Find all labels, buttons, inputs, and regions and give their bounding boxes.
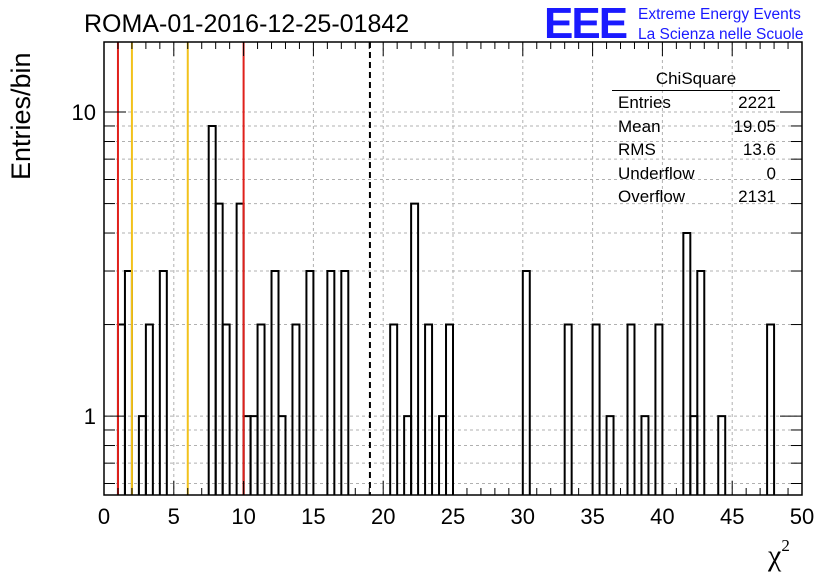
logo-caption: Extreme Energy Events La Scienza nelle S… [638,5,803,45]
logo-line-1: Extreme Energy Events [638,6,801,23]
y-axis-label: Entries/bin [6,52,36,180]
histogram-bin [123,270,133,495]
stats-label: RMS [618,140,656,159]
histogram-bin [605,415,615,495]
x-tick-label: 40 [650,504,674,529]
histogram-bin [591,323,601,495]
stats-value: 2131 [738,187,776,206]
histogram-bin [521,270,531,495]
stats-box: ChiSquare Entries 2221 Mean 19.05 RMS 13.6 … [612,68,780,209]
histogram-bin [158,270,168,495]
histogram-bin [717,415,727,495]
stats-value: 0 [766,163,776,183]
histogram-bin [389,323,399,495]
stats-label: Overflow [618,187,686,206]
logo-line-2: La Scienza nelle Scuole [638,26,804,43]
histogram-bin [696,270,706,495]
histogram-bin [235,202,245,495]
x-tick-label: 20 [371,504,395,529]
stats-label: Underflow [618,163,695,183]
histogram-bin [640,415,650,495]
histogram-bin [682,232,692,495]
histogram-bin [221,323,231,495]
x-tick-label: 50 [790,504,814,529]
histogram-bin [116,323,126,495]
stats-value: 2221 [738,93,776,112]
y-tick-label: 10 [72,100,96,125]
stats-value: 19.05 [733,116,776,136]
x-tick-label: 5 [168,504,180,529]
histogram-bin [214,202,224,495]
stats-label: Entries [618,93,671,112]
histogram-bin [424,323,434,495]
histogram-bin [326,270,336,495]
stats-row-underflow: Underflow 0 [612,162,780,186]
histogram-bin [207,124,217,495]
histogram-bin [563,323,573,495]
histogram-bin [410,202,420,495]
x-axis-label: χ2 [768,536,790,572]
histogram-bin [305,270,315,495]
x-tick-label: 45 [720,504,744,529]
x-tick-label: 25 [441,504,465,529]
histogram-bin [766,323,776,495]
eee-logo: EEE [544,0,628,48]
stats-label: Mean [618,116,661,136]
y-tick-label: 1 [84,404,96,429]
stats-row-mean: Mean 19.05 [612,115,780,139]
histogram-bin [256,323,266,495]
histogram-bin [277,415,287,495]
histogram-bin [340,270,350,495]
histogram-bin [654,323,664,495]
stats-row-rms: RMS 13.6 [612,138,780,162]
x-tick-label: 30 [511,504,535,529]
x-tick-label: 10 [231,504,255,529]
x-tick-label: 0 [98,504,110,529]
stats-value: 13.6 [742,140,776,159]
histogram-bin [626,323,636,495]
histogram-bin [445,323,454,495]
histogram-bin [291,323,301,495]
stats-title: ChiSquare [612,68,780,91]
stats-row-entries: Entries 2221 [612,91,780,115]
histogram-bin [144,323,154,495]
stats-row-overflow: Overflow 2131 [612,185,780,209]
histogram-bin [270,270,280,495]
chart-title: ROMA-01-2016-12-25-01842 [84,10,410,38]
x-tick-label: 15 [301,504,325,529]
x-tick-label: 35 [580,504,604,529]
